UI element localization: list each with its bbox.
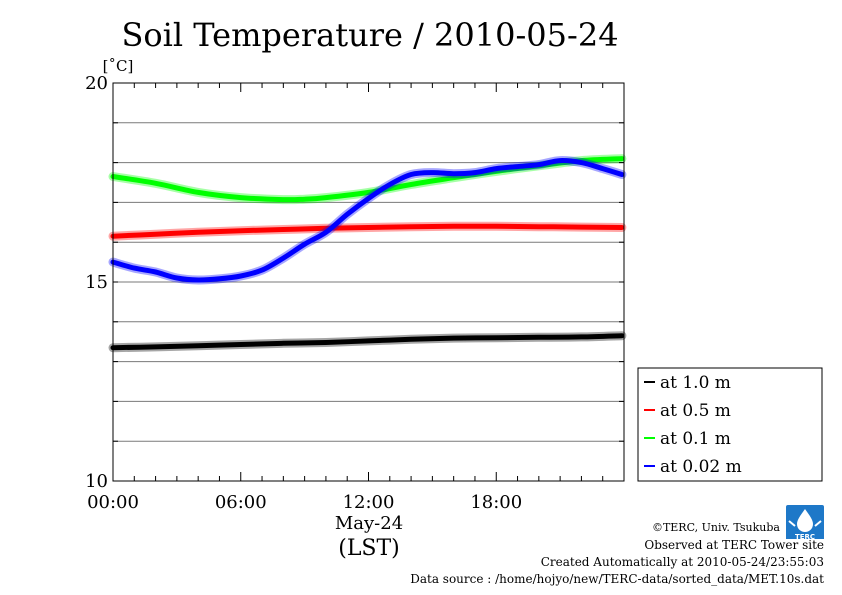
series-line-at-0-02-m [110, 158, 625, 283]
grid [113, 122, 624, 442]
legend: at 1.0 m at 0.5 m at 0.1 m at 0.02 m [637, 367, 823, 482]
x-axis-date-label: May-24 [335, 513, 403, 534]
series-lines [108, 154, 627, 353]
y-tick-label: 10 [85, 471, 108, 492]
chart-title: Soil Temperature / 2010-05-24 [121, 16, 618, 54]
x-tick-label: 18:00 [470, 492, 522, 513]
y-tick-label: 20 [85, 73, 108, 94]
created-text: Created Automatically at 2010-05-24/23:5… [541, 555, 824, 569]
water-drop-icon [797, 509, 813, 532]
x-axis-label: (LST) [338, 536, 400, 561]
series-halo-at-0-02-m [108, 156, 627, 285]
observed-text: Observed at TERC Tower site [644, 538, 824, 552]
data-source-text: Data source : /home/hojyo/new/TERC-data/… [410, 572, 824, 586]
logo-wave-icon [788, 520, 822, 527]
legend-box [637, 367, 823, 482]
x-tick-label: 00:00 [87, 492, 139, 513]
terc-logo-band [786, 532, 824, 539]
copyright-text: ©TERC, Univ. Tsukuba [652, 521, 780, 534]
y-tick-label: 15 [85, 272, 108, 293]
legend-label-at-0-5-m: at 0.5 m [660, 401, 731, 421]
x-tick-label: 12:00 [343, 492, 395, 513]
legend-label-at-0-1-m: at 0.1 m [660, 429, 731, 449]
series-line-at-1-0-m [110, 333, 625, 351]
series-line-at-0-5-m [110, 223, 625, 239]
x-tick-label: 06:00 [215, 492, 267, 513]
terc-logo-text: TERC [795, 533, 815, 541]
axis-ticks: 10 15 20 00:00 06:00 12:00 18:00 [85, 73, 624, 513]
y-axis-unit: [˚C] [103, 57, 134, 75]
terc-logo: TERC [786, 505, 824, 541]
legend-label-at-0-02-m: at 0.02 m [660, 457, 742, 477]
legend-label-at-1-0-m: at 1.0 m [660, 373, 731, 393]
